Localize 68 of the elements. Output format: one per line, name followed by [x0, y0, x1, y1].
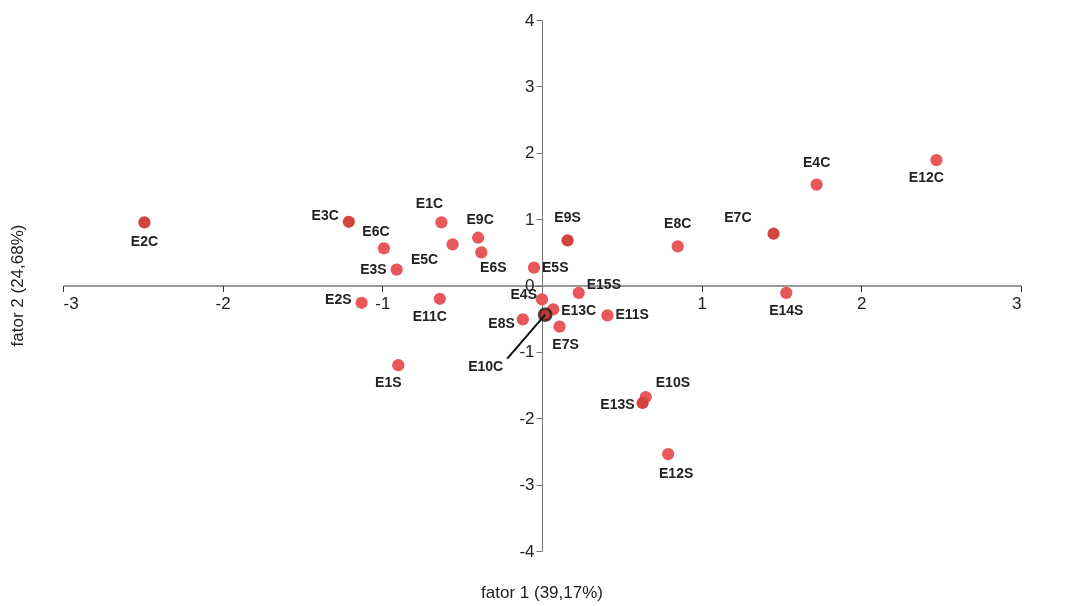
annotation: E12C — [908, 169, 944, 186]
y-tick-label: -2 — [519, 408, 535, 428]
annotation: E7C — [724, 208, 752, 225]
annotation: E13S — [600, 395, 635, 412]
point — [553, 320, 566, 333]
point — [475, 246, 488, 259]
y-tick-label: -3 — [519, 475, 535, 495]
x-axis-title: fator 1 (39,17%) — [481, 583, 603, 602]
annotation: E8C — [664, 215, 692, 232]
annotation: E5C — [410, 251, 439, 268]
annotation: E10S — [655, 374, 691, 391]
point — [390, 263, 403, 276]
annotation: E3C — [311, 206, 339, 223]
y-tick-label: 2 — [525, 143, 535, 163]
annotation: E6S — [480, 259, 507, 276]
x-tick-label: 2 — [857, 294, 867, 313]
annotation: E13C — [561, 302, 597, 319]
point — [535, 293, 549, 306]
annotation: E1S — [375, 374, 402, 391]
annotation: E2S — [325, 290, 352, 307]
point — [601, 309, 614, 322]
annotation: E6C — [362, 223, 390, 240]
point — [810, 178, 823, 191]
point — [662, 447, 675, 461]
annotation: E9S — [554, 209, 581, 226]
point — [671, 240, 684, 253]
point — [572, 286, 585, 299]
annotation: E8S — [488, 315, 515, 332]
annotation: E15S — [586, 275, 621, 292]
x-tick-label: -2 — [215, 294, 231, 313]
annotation: E2C — [130, 233, 159, 250]
annotation: E11C — [412, 307, 447, 324]
point — [472, 231, 485, 244]
annotation: E10C — [468, 357, 504, 374]
point — [446, 238, 459, 251]
y-tick-label: 3 — [525, 76, 535, 96]
annotation: E1C — [415, 195, 444, 212]
point — [355, 296, 368, 309]
y-tick-label: 1 — [525, 209, 535, 229]
point — [636, 396, 649, 410]
point — [435, 216, 448, 229]
point — [767, 227, 780, 240]
annotation: E5S — [542, 258, 569, 275]
y-tick-label: -1 — [519, 342, 535, 362]
annotation: E12S — [659, 465, 694, 482]
x-tick-label: 1 — [697, 294, 707, 313]
annotation: E3S — [360, 260, 387, 277]
point — [561, 234, 574, 247]
y-tick-label: 4 — [525, 10, 535, 30]
x-tick-label: -3 — [63, 294, 79, 313]
point — [392, 359, 405, 372]
y-tick-label: -4 — [519, 541, 535, 561]
annotation: E9C — [466, 210, 494, 227]
point — [780, 286, 793, 299]
point — [516, 313, 529, 326]
annotation: E4C — [803, 153, 831, 170]
point — [138, 216, 151, 229]
x-tick-label: -1 — [375, 294, 391, 313]
annotation: E14S — [769, 301, 804, 318]
y-axis-title: fator 2 (24,68%) — [8, 224, 27, 347]
point — [930, 153, 943, 167]
point — [527, 261, 541, 274]
point — [342, 215, 355, 228]
annotation: E11S — [615, 306, 649, 323]
x-tick-label: 3 — [1012, 294, 1022, 313]
annotation: E7S — [552, 335, 579, 352]
point — [433, 292, 446, 305]
point — [377, 242, 391, 255]
